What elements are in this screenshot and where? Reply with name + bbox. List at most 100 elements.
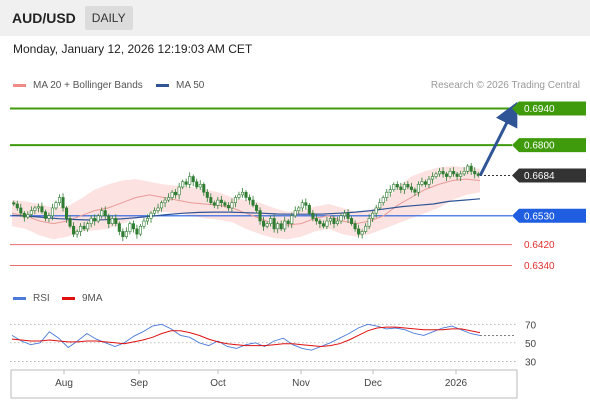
candle-body — [219, 199, 223, 204]
x-tick-Oct: Oct — [210, 378, 226, 389]
candle — [244, 190, 248, 202]
candle-body — [381, 197, 385, 204]
candle — [61, 193, 65, 212]
candle-body — [265, 223, 269, 227]
candle-body — [22, 212, 26, 218]
candle — [311, 210, 315, 222]
candle-body — [325, 220, 329, 227]
candle — [12, 200, 16, 207]
candle-body — [135, 228, 139, 235]
candle-body — [152, 210, 157, 214]
legend-ma20: MA 20 + Bollinger Bands — [13, 80, 143, 91]
candle — [392, 182, 396, 192]
candle-body — [212, 202, 216, 206]
candle-body — [342, 212, 347, 217]
candle-body — [138, 225, 142, 235]
candle-body — [79, 225, 83, 232]
candle — [82, 222, 86, 231]
candle-body — [385, 191, 389, 198]
candle — [381, 195, 385, 206]
candle — [15, 200, 19, 211]
level-tag-0-6800 — [512, 138, 586, 153]
bollinger-band — [12, 166, 480, 240]
candle-body — [167, 197, 171, 201]
candle-body — [128, 223, 132, 232]
candle — [402, 182, 406, 195]
candle — [339, 213, 343, 224]
candle — [416, 181, 420, 197]
candle-body — [413, 189, 417, 193]
level-label-0-6684: 0.6684 — [524, 171, 555, 182]
candle — [346, 208, 350, 223]
period-button[interactable]: DAILY — [84, 6, 133, 30]
candle — [138, 224, 142, 237]
candle — [385, 189, 389, 202]
x-tick-2026: 2026 — [445, 378, 468, 389]
candle-body — [110, 218, 114, 224]
candle-body — [395, 184, 399, 188]
candle-body — [57, 197, 62, 204]
candle-body — [72, 225, 76, 235]
level-label-0-6420: 0.6420 — [524, 240, 555, 251]
candle — [43, 209, 47, 222]
candle-body — [160, 202, 164, 209]
candle — [195, 178, 199, 190]
candle — [160, 200, 164, 212]
candle — [314, 214, 318, 225]
candle-body — [145, 218, 150, 222]
candle-body — [328, 218, 332, 222]
candle-body — [406, 184, 410, 188]
candle-body — [149, 212, 153, 219]
candle-body — [350, 218, 354, 224]
candle-body — [357, 228, 361, 235]
candle — [19, 203, 23, 217]
candle — [75, 229, 79, 238]
candle — [226, 202, 230, 211]
candle — [36, 203, 40, 213]
candle-body — [209, 197, 213, 204]
candle-body — [174, 191, 178, 196]
candle — [219, 195, 223, 208]
level-label-0-6530: 0.6530 — [524, 211, 555, 222]
header-bar: AUD/USD DAILY — [0, 0, 590, 36]
candle — [406, 181, 410, 190]
candle — [22, 211, 26, 222]
candle-body — [26, 214, 30, 218]
candle-body — [124, 231, 128, 238]
candle-body — [89, 218, 93, 224]
candle-body — [427, 178, 431, 185]
candle — [350, 216, 354, 226]
candle-body — [40, 206, 44, 213]
candle-body — [202, 184, 206, 193]
candle-body — [181, 181, 185, 188]
candle-body — [47, 215, 51, 219]
candle — [335, 216, 340, 226]
candle-body — [466, 165, 470, 172]
rsi-swatch-icon — [13, 297, 26, 300]
candle — [357, 224, 361, 238]
candle-body — [276, 223, 280, 230]
candle-body — [156, 207, 160, 211]
candle-body — [300, 202, 304, 209]
ma9-swatch-icon — [62, 297, 75, 300]
candle-body — [423, 181, 427, 185]
candle — [57, 194, 62, 206]
candle — [258, 207, 262, 225]
candle — [86, 221, 90, 232]
candle — [441, 167, 445, 178]
candle — [181, 179, 185, 190]
candle-body — [198, 184, 202, 188]
candle-body — [65, 207, 69, 219]
candle-body — [279, 223, 283, 230]
candle-body — [462, 170, 466, 175]
x-tick-Dec: Dec — [364, 378, 382, 389]
candle-body — [100, 210, 104, 217]
rsi-9ma-line — [11, 326, 481, 348]
legend-ma50: MA 50 — [156, 80, 204, 91]
candle-body — [473, 170, 477, 175]
candle — [371, 211, 375, 223]
candle-body — [15, 203, 19, 209]
candle — [79, 223, 83, 236]
